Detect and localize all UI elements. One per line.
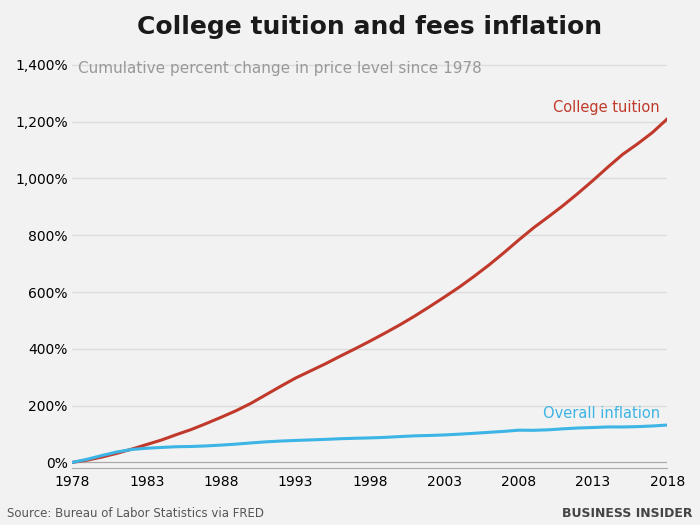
Text: Overall inflation: Overall inflation <box>542 406 660 421</box>
Title: College tuition and fees inflation: College tuition and fees inflation <box>137 15 603 39</box>
Text: BUSINESS INSIDER: BUSINESS INSIDER <box>563 507 693 520</box>
Text: Source: Bureau of Labor Statistics via FRED: Source: Bureau of Labor Statistics via F… <box>7 507 264 520</box>
Text: College tuition: College tuition <box>553 100 660 114</box>
Text: Cumulative percent change in price level since 1978: Cumulative percent change in price level… <box>78 61 482 76</box>
